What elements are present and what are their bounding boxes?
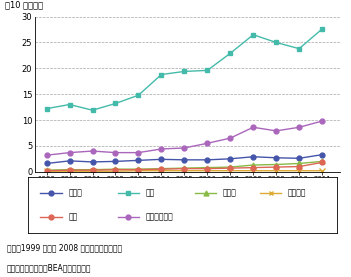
中南米: [182, 166, 186, 170]
アジア大洋州: [320, 119, 324, 123]
アジア大洋州: [67, 151, 72, 154]
アフリカ: [136, 169, 140, 172]
カナダ: [228, 157, 232, 160]
中南米: [205, 166, 210, 169]
アジア大洋州: [205, 142, 210, 145]
Text: 欧州: 欧州: [145, 188, 155, 197]
中東: [251, 166, 255, 169]
アジア大洋州: [251, 125, 255, 129]
中南米: [228, 165, 232, 169]
アフリカ: [182, 169, 186, 172]
カナダ: [251, 155, 255, 158]
中南米: [136, 168, 140, 171]
アフリカ: [45, 170, 49, 173]
中南米: [320, 160, 324, 163]
中東: [113, 168, 118, 171]
アジア大洋州: [228, 137, 232, 140]
アフリカ: [251, 169, 255, 172]
アジア大洋州: [159, 147, 164, 151]
欧州: [228, 52, 232, 55]
カナダ: [297, 157, 301, 160]
カナダ: [274, 156, 278, 160]
Line: 欧州: 欧州: [44, 27, 325, 113]
欧州: [159, 73, 164, 76]
アジア大洋州: [45, 153, 49, 157]
アフリカ: [274, 169, 278, 172]
カナダ: [91, 160, 95, 164]
Line: アジア大洋州: アジア大洋州: [44, 119, 325, 158]
中南米: [91, 168, 95, 171]
Text: 備考：1999 年から 2008 年は銀行業を除く。: 備考：1999 年から 2008 年は銀行業を除く。: [7, 244, 122, 253]
中東: [136, 168, 140, 171]
Line: カナダ: カナダ: [44, 152, 325, 166]
欧州: [91, 109, 95, 112]
中南米: [274, 163, 278, 166]
中東: [205, 167, 210, 170]
アフリカ: [67, 170, 72, 173]
アジア大洋州: [297, 125, 301, 129]
中南米: [251, 163, 255, 167]
欧州: [274, 41, 278, 44]
カナダ: [45, 162, 49, 165]
アフリカ: [320, 169, 324, 172]
アジア大洋州: [113, 151, 118, 154]
中東: [45, 169, 49, 172]
カナダ: [136, 159, 140, 162]
Text: （10 億ドル）: （10 億ドル）: [5, 0, 43, 9]
中南米: [297, 162, 301, 165]
欧州: [320, 27, 324, 31]
欧州: [182, 70, 186, 73]
Line: アフリカ: アフリカ: [43, 167, 326, 175]
Line: 中南米: 中南米: [44, 159, 325, 173]
中南米: [159, 167, 164, 170]
Text: 中東: 中東: [68, 213, 78, 222]
中東: [91, 168, 95, 172]
中東: [228, 166, 232, 170]
Line: 中東: 中東: [44, 160, 325, 173]
欧州: [297, 47, 301, 50]
Text: アジア大洋州: アジア大洋州: [145, 213, 173, 222]
アフリカ: [91, 170, 95, 173]
欧州: [251, 33, 255, 36]
カナダ: [113, 160, 118, 163]
アジア大洋州: [91, 149, 95, 153]
中南米: [113, 168, 118, 171]
中南米: [45, 168, 49, 172]
カナダ: [67, 159, 72, 163]
中東: [274, 165, 278, 169]
Text: 資料：米国商務省（BEA）から作成。: 資料：米国商務省（BEA）から作成。: [7, 263, 92, 272]
アフリカ: [159, 169, 164, 172]
アフリカ: [205, 169, 210, 172]
アフリカ: [297, 169, 301, 172]
Text: アフリカ: アフリカ: [287, 188, 306, 197]
アフリカ: [113, 170, 118, 173]
中東: [159, 168, 164, 171]
カナダ: [159, 158, 164, 161]
アジア大洋州: [274, 129, 278, 133]
中東: [320, 161, 324, 164]
欧州: [67, 103, 72, 106]
欧州: [113, 102, 118, 105]
欧州: [136, 94, 140, 97]
中東: [67, 168, 72, 172]
欧州: [45, 107, 49, 110]
アフリカ: [228, 169, 232, 172]
アジア大洋州: [182, 146, 186, 150]
Text: カナダ: カナダ: [68, 188, 82, 197]
アジア大洋州: [136, 151, 140, 154]
カナダ: [320, 153, 324, 156]
カナダ: [205, 158, 210, 161]
欧州: [205, 69, 210, 72]
中東: [297, 165, 301, 168]
中東: [182, 167, 186, 170]
Text: 中南米: 中南米: [223, 188, 237, 197]
カナダ: [182, 158, 186, 161]
中南米: [67, 168, 72, 171]
